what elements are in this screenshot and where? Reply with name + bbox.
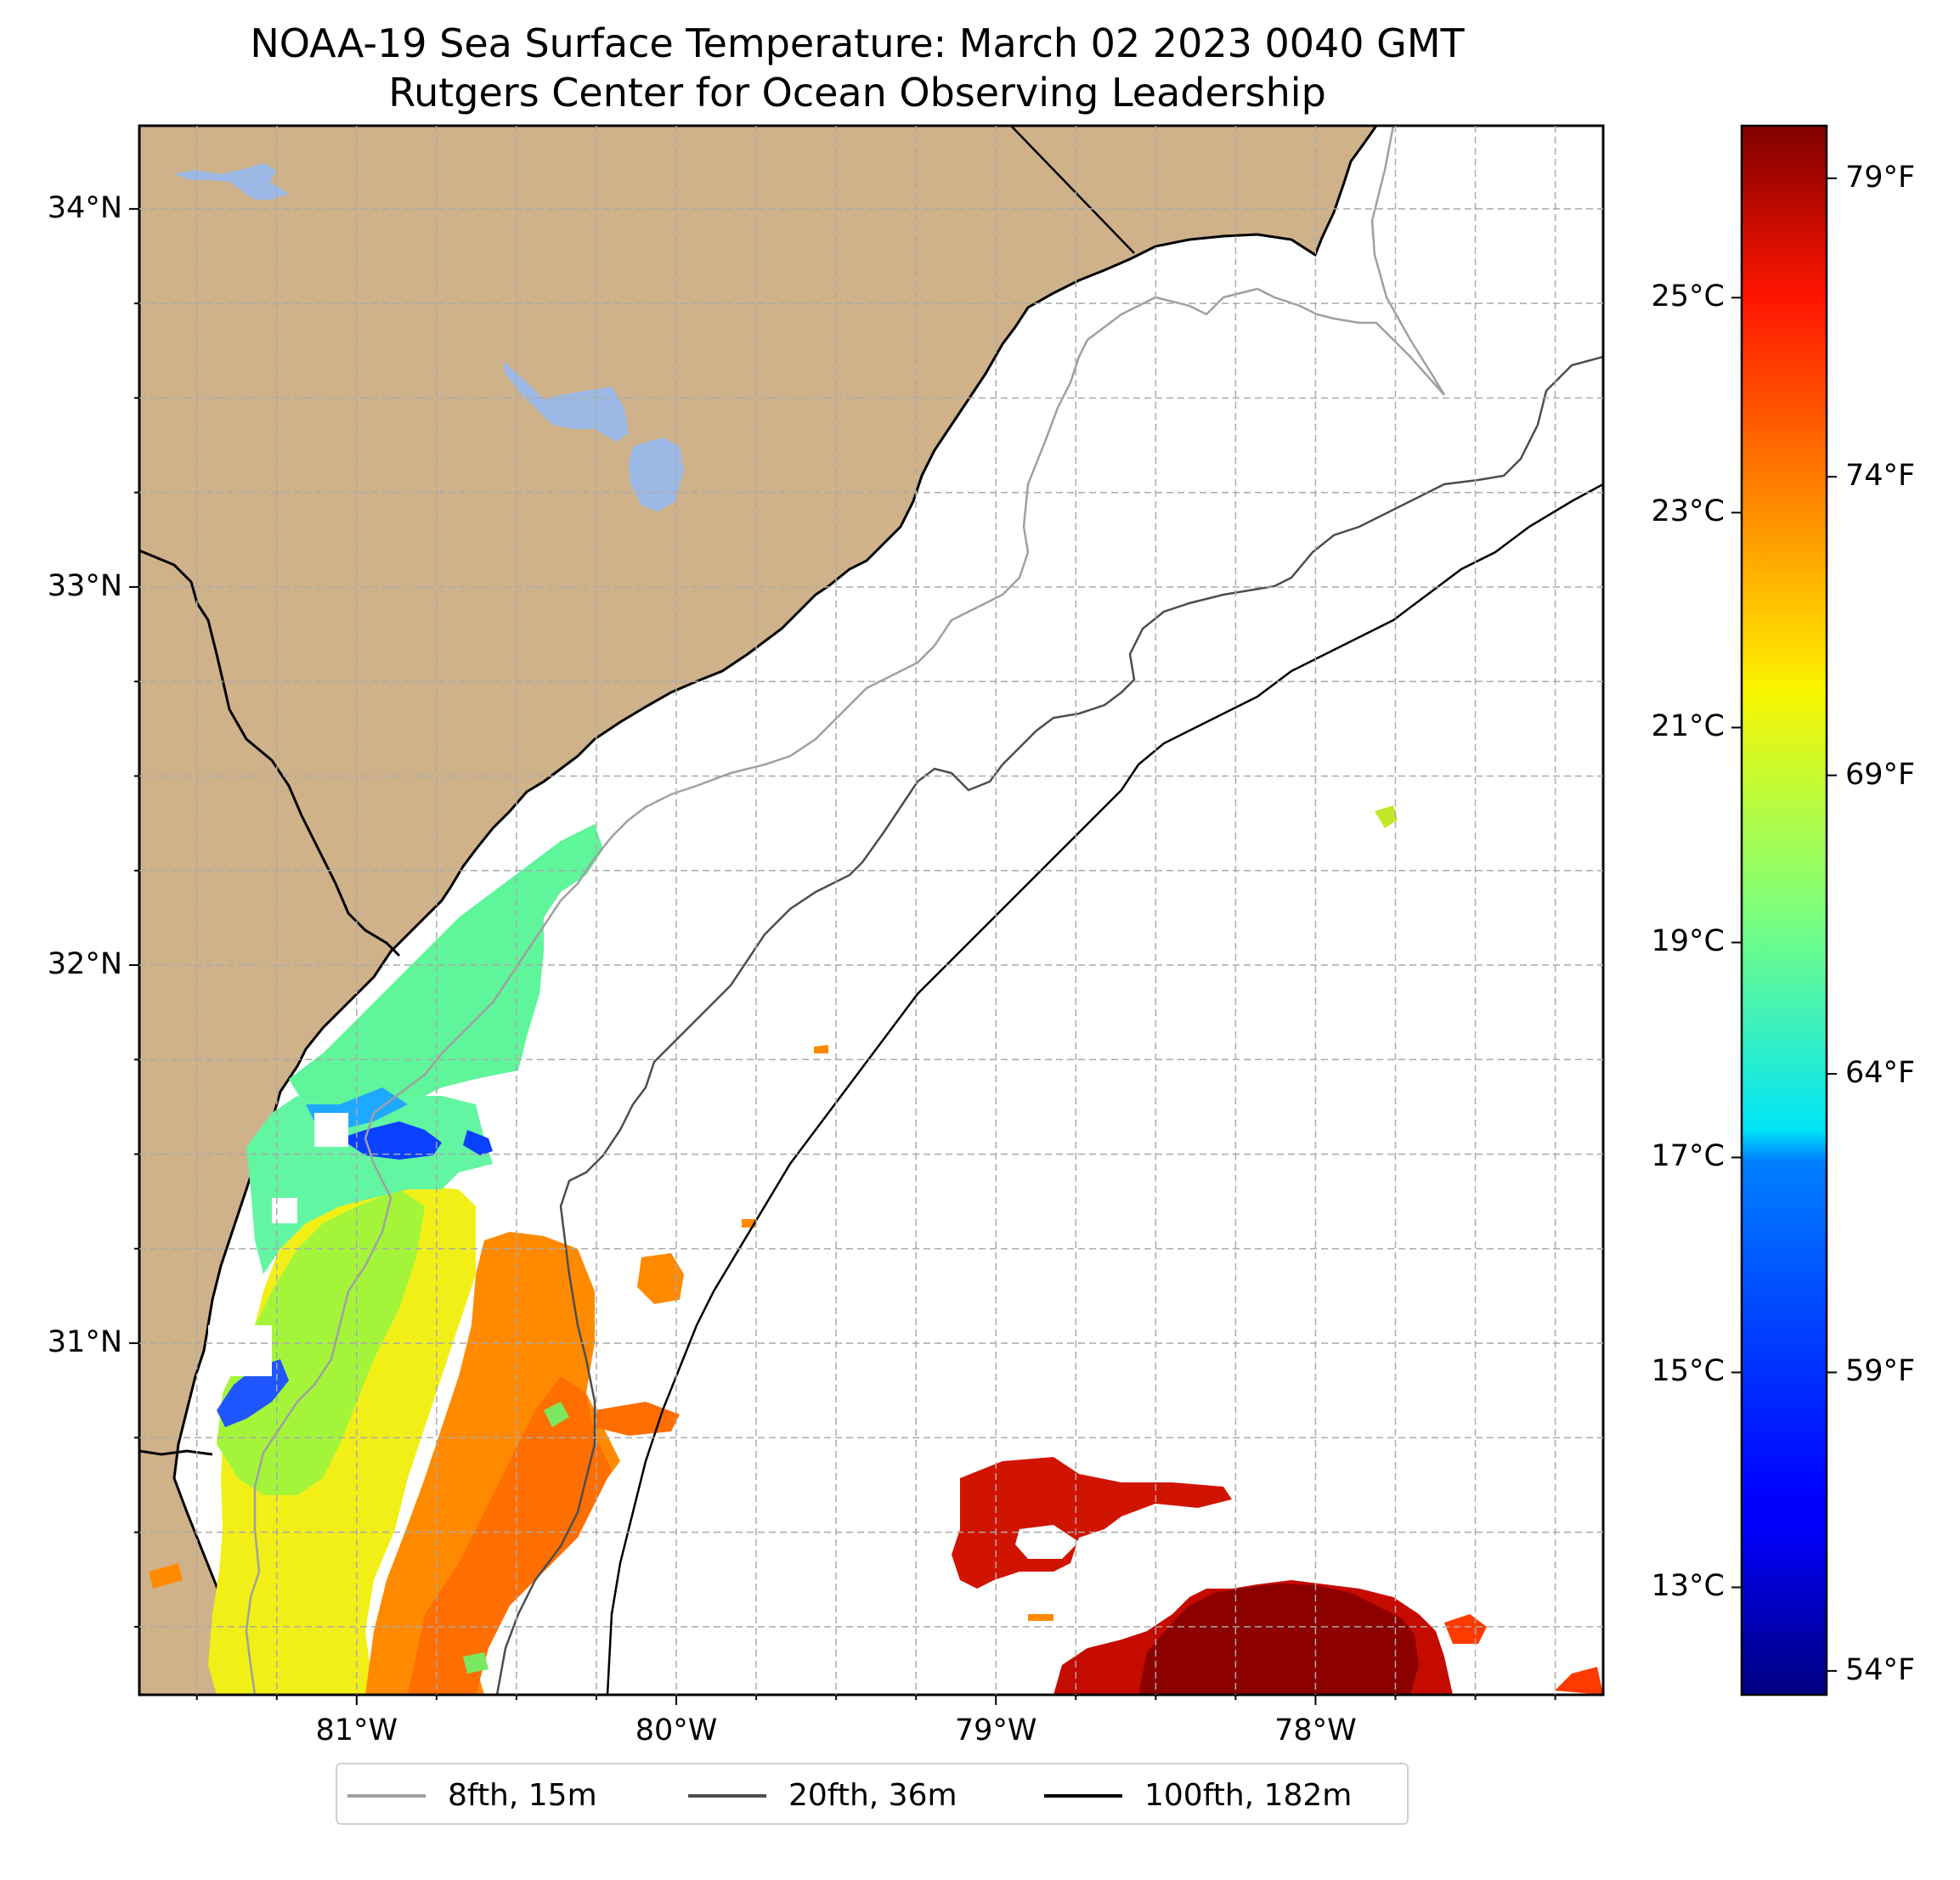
fahrenheit-tick-label: 64°F <box>1845 1056 1916 1091</box>
lon-tick-label: 79°W <box>954 1713 1037 1747</box>
lon-tick-label: 80°W <box>635 1713 718 1747</box>
legend-swatch-20fth <box>688 1793 766 1798</box>
land-mass <box>139 126 1378 1695</box>
celsius-tick-label: 21°C <box>1651 709 1725 744</box>
fahrenheit-tick-label: 79°F <box>1845 160 1916 195</box>
celsius-tick-label: 25°C <box>1651 279 1725 314</box>
fahrenheit-tick-label: 74°F <box>1845 459 1916 494</box>
legend-label-8fth: 8fth, 15m <box>448 1778 597 1813</box>
lake-wateree <box>174 163 289 200</box>
contour-legend: 8fth, 15m 20fth, 36m 100fth, 182m <box>336 1763 1409 1825</box>
celsius-tick-label: 15°C <box>1651 1354 1725 1389</box>
celsius-tick-label: 19°C <box>1651 924 1725 959</box>
colorbar-ticks <box>1731 177 1837 1672</box>
georgia-sc-border <box>139 549 401 957</box>
contour-20fth <box>495 355 1603 1695</box>
celsius-tick-label: 17°C <box>1651 1139 1725 1174</box>
lake-marion <box>503 361 629 442</box>
lat-tick-label: 34°N <box>47 190 122 225</box>
legend-swatch-100fth <box>1044 1793 1122 1798</box>
state-border <box>1010 126 1135 254</box>
contour-100fth <box>606 483 1603 1695</box>
fahrenheit-tick-label: 59°F <box>1845 1354 1916 1389</box>
map-gridlines <box>139 126 1603 1695</box>
sst-data-layer <box>149 805 1603 1695</box>
fahrenheit-tick-label: 69°F <box>1845 757 1916 792</box>
lat-tick-label: 33°N <box>47 568 122 603</box>
map-frame <box>138 124 1605 1697</box>
lon-tick-label: 81°W <box>315 1713 398 1747</box>
celsius-tick-label: 13°C <box>1651 1569 1725 1604</box>
figure-subtitle: Rutgers Center for Ocean Observing Leade… <box>388 70 1326 116</box>
colorbar-gradient <box>1740 124 1828 1697</box>
legend-label-20fth: 20fth, 36m <box>788 1778 957 1813</box>
lat-tick-label: 31°N <box>47 1325 122 1360</box>
legend-item-20fth: 20fth, 36m <box>688 1764 957 1826</box>
celsius-tick-label: 23°C <box>1651 494 1725 529</box>
legend-label-100fth: 100fth, 182m <box>1144 1778 1353 1813</box>
lat-tick-label: 32°N <box>47 947 122 982</box>
legend-item-100fth: 100fth, 182m <box>1044 1764 1352 1826</box>
lon-tick-label: 78°W <box>1274 1713 1357 1747</box>
legend-swatch-8fth <box>347 1793 426 1798</box>
map-axis-ticks <box>129 207 1556 1705</box>
legend-item-8fth: 8fth, 15m <box>347 1764 597 1826</box>
ga-fl-border <box>139 1449 213 1456</box>
figure-title: NOAA-19 Sea Surface Temperature: March 0… <box>250 20 1465 66</box>
fahrenheit-tick-label: 54°F <box>1845 1652 1916 1687</box>
